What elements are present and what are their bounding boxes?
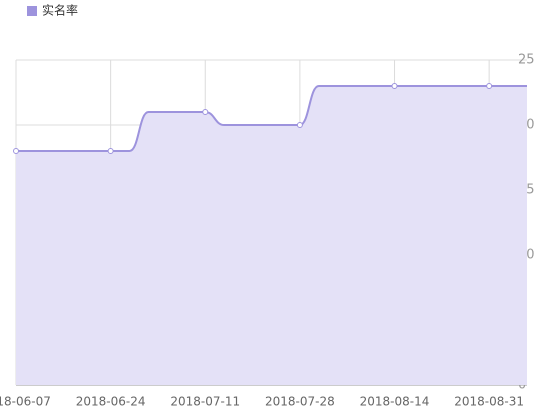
x-tick-label: 2018-07-11	[170, 395, 240, 409]
x-tick-label: 2018-07-28	[265, 395, 335, 409]
x-tick-label: 2018-06-24	[76, 395, 146, 409]
area-fill	[16, 86, 527, 385]
point	[107, 148, 114, 154]
point	[391, 83, 398, 89]
x-tick-label: 2018-08-31	[454, 395, 524, 409]
x-tick-label: 2018-08-14	[360, 395, 430, 409]
legend-swatch	[27, 6, 37, 16]
x-tick-label: 2018-06-07	[0, 395, 51, 409]
line	[16, 85, 527, 152]
point	[486, 83, 493, 89]
point	[296, 122, 303, 128]
point	[13, 148, 19, 154]
legend-label: 实名率	[42, 3, 78, 18]
y-tick-label: 25	[518, 53, 535, 68]
point	[202, 109, 209, 115]
